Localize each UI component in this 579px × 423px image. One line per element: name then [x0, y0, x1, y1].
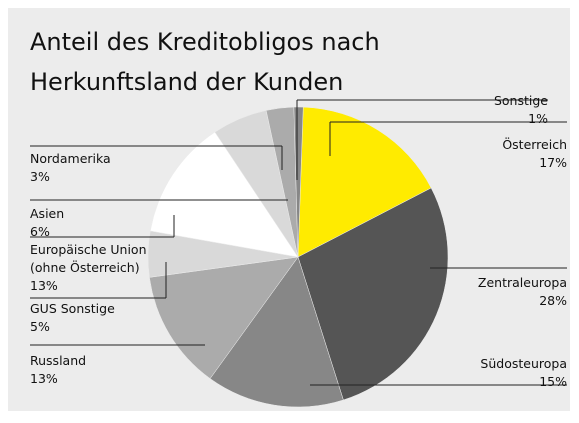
- pie-slice: [297, 106, 432, 258]
- category-name: Europäische Union (ohne Österreich): [30, 242, 147, 275]
- pie-slice: [149, 256, 299, 379]
- pie-slice: [149, 131, 299, 258]
- slice-label: Südosteuropa 15%: [480, 355, 567, 391]
- value-label: 1%: [528, 111, 548, 126]
- pie-slice: [293, 106, 304, 258]
- category-name: Österreich: [502, 137, 567, 152]
- category-name: Sonstige: [493, 93, 548, 108]
- value-label: 5%: [30, 319, 50, 334]
- category-name: GUS Sonstige: [30, 301, 115, 316]
- slice-label: GUS Sonstige 5%: [30, 300, 115, 336]
- value-label: 13%: [30, 371, 58, 386]
- slice-label: Österreich 17%: [502, 136, 567, 172]
- slice-label: Nordamerika 3%: [30, 150, 111, 186]
- slice-label: Russland 13%: [30, 352, 86, 388]
- category-name: Russland: [30, 353, 87, 368]
- value-label: 28%: [539, 293, 567, 308]
- value-label: 17%: [539, 155, 567, 170]
- pie-slice: [209, 256, 344, 408]
- slice-label: Sonstige 1%: [494, 92, 548, 128]
- category-name: Asien: [30, 206, 65, 221]
- pie-slice: [297, 187, 449, 401]
- leader-lines: [30, 99, 567, 386]
- value-label: 13%: [30, 278, 58, 293]
- value-label: 15%: [539, 374, 567, 389]
- category-name: Südosteuropa: [480, 356, 567, 371]
- slice-label: Asien 6%: [30, 205, 64, 241]
- slice-label: Zentraleuropa 28%: [478, 274, 567, 310]
- chart-title: Anteil des Kreditobligos nach Herkunftsl…: [30, 28, 380, 96]
- category-name: Zentraleuropa: [477, 275, 567, 290]
- value-label: 3%: [30, 169, 50, 184]
- slice-label: Europäische Union (ohne Österreich) 13%: [30, 241, 180, 295]
- category-name: Nordamerika: [30, 151, 111, 166]
- value-label: 6%: [30, 224, 50, 239]
